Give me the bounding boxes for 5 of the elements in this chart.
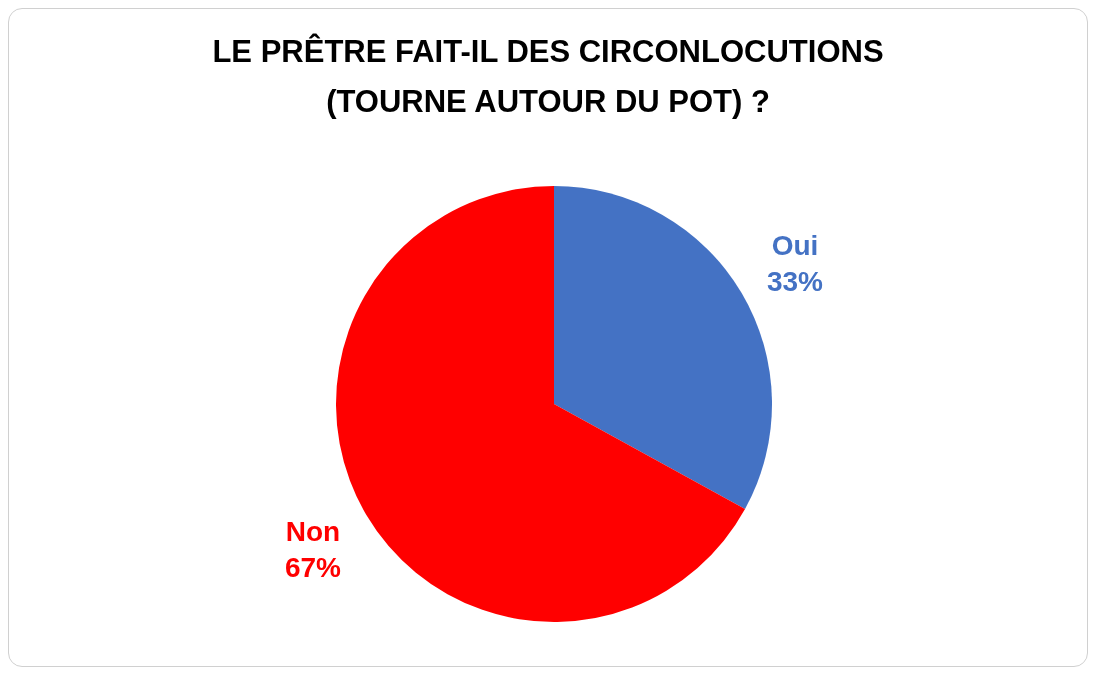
data-label: 67% xyxy=(284,551,342,583)
chart-title: LE PRÊTRE FAIT-IL DES CIRCONLOCUTIONS (TOURNE AUTOUR DU POT) ? xyxy=(211,32,885,121)
slice-label: Non xyxy=(285,515,341,547)
data-label: 33% xyxy=(766,266,824,298)
slice-label: Oui xyxy=(771,230,819,262)
